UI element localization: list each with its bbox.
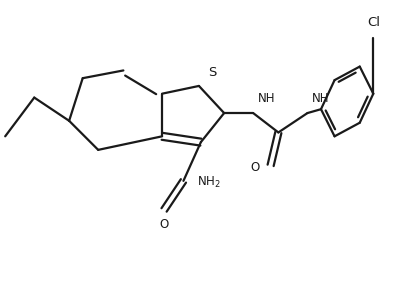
Text: Cl: Cl — [367, 16, 380, 29]
Text: NH: NH — [258, 91, 275, 105]
Text: S: S — [209, 66, 217, 79]
Text: NH$_2$: NH$_2$ — [197, 175, 221, 190]
Text: O: O — [251, 161, 260, 174]
Text: NH: NH — [312, 91, 330, 105]
Text: O: O — [160, 218, 169, 232]
